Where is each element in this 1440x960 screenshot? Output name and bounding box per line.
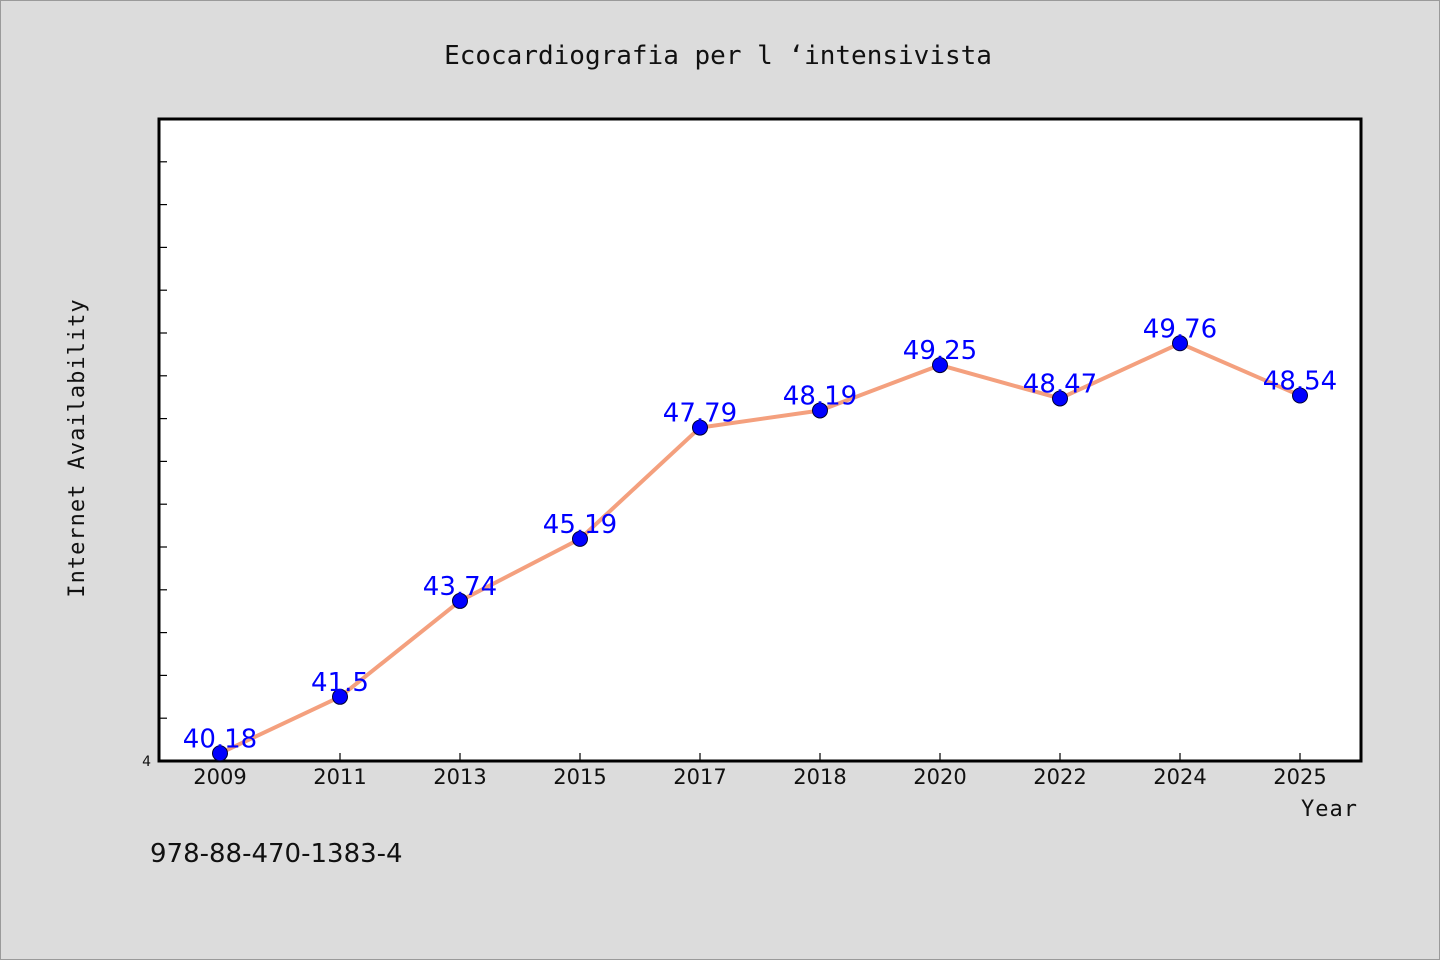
isbn-text: 978-88-470-1383-4: [150, 839, 403, 869]
x-axis-label: Year: [1301, 797, 1358, 822]
data-label: 40.18: [183, 724, 257, 754]
chart-title: Ecocardiografia per l ‘intensivista: [444, 41, 992, 71]
y-tick-label: 4: [142, 754, 151, 770]
x-tick-label: 2011: [313, 765, 366, 789]
data-label: 43.74: [423, 572, 497, 602]
x-tick-label: 2025: [1273, 765, 1326, 789]
data-point: [452, 592, 468, 609]
x-tick-label: 2024: [1153, 765, 1206, 789]
data-label: 48.54: [1263, 366, 1337, 396]
data-point: [572, 530, 588, 547]
data-point: [692, 419, 708, 436]
x-tick-label: 2017: [673, 765, 726, 789]
data-point: [1292, 387, 1308, 404]
x-tick-label: 2013: [433, 765, 486, 789]
y-axis-label: Internet Availability: [65, 298, 90, 597]
data-label: 45.19: [543, 510, 617, 540]
data-point: [1172, 335, 1188, 352]
data-point: [1052, 390, 1068, 407]
series-group: 40.18 41.5 43.74 45.19 47.79 48.19 49.25 48.47 4…: [183, 314, 1337, 762]
data-label: 41.5: [311, 668, 369, 698]
data-label: 47.79: [663, 399, 737, 429]
data-point: [212, 745, 228, 762]
data-label: 48.47: [1023, 369, 1097, 399]
x-tick-label: 2009: [193, 765, 246, 789]
x-tick-label: 2022: [1033, 765, 1086, 789]
data-label: 49.76: [1143, 314, 1217, 344]
x-tick-label: 2015: [553, 765, 606, 789]
data-point: [332, 688, 348, 705]
x-axis-ticks: 2009 2011 2013 2015 2017 2018 2020 2022 2024 2025: [193, 753, 1327, 789]
data-label: 48.19: [783, 381, 857, 411]
x-tick-label: 2018: [793, 765, 846, 789]
plot-area: [157, 117, 1363, 763]
series-line: [219, 341, 1301, 756]
data-point: [812, 402, 828, 419]
data-point: [932, 357, 948, 374]
y-axis-ticks: [159, 118, 167, 762]
x-tick-label: 2020: [913, 765, 966, 789]
data-label: 49.25: [903, 336, 977, 366]
